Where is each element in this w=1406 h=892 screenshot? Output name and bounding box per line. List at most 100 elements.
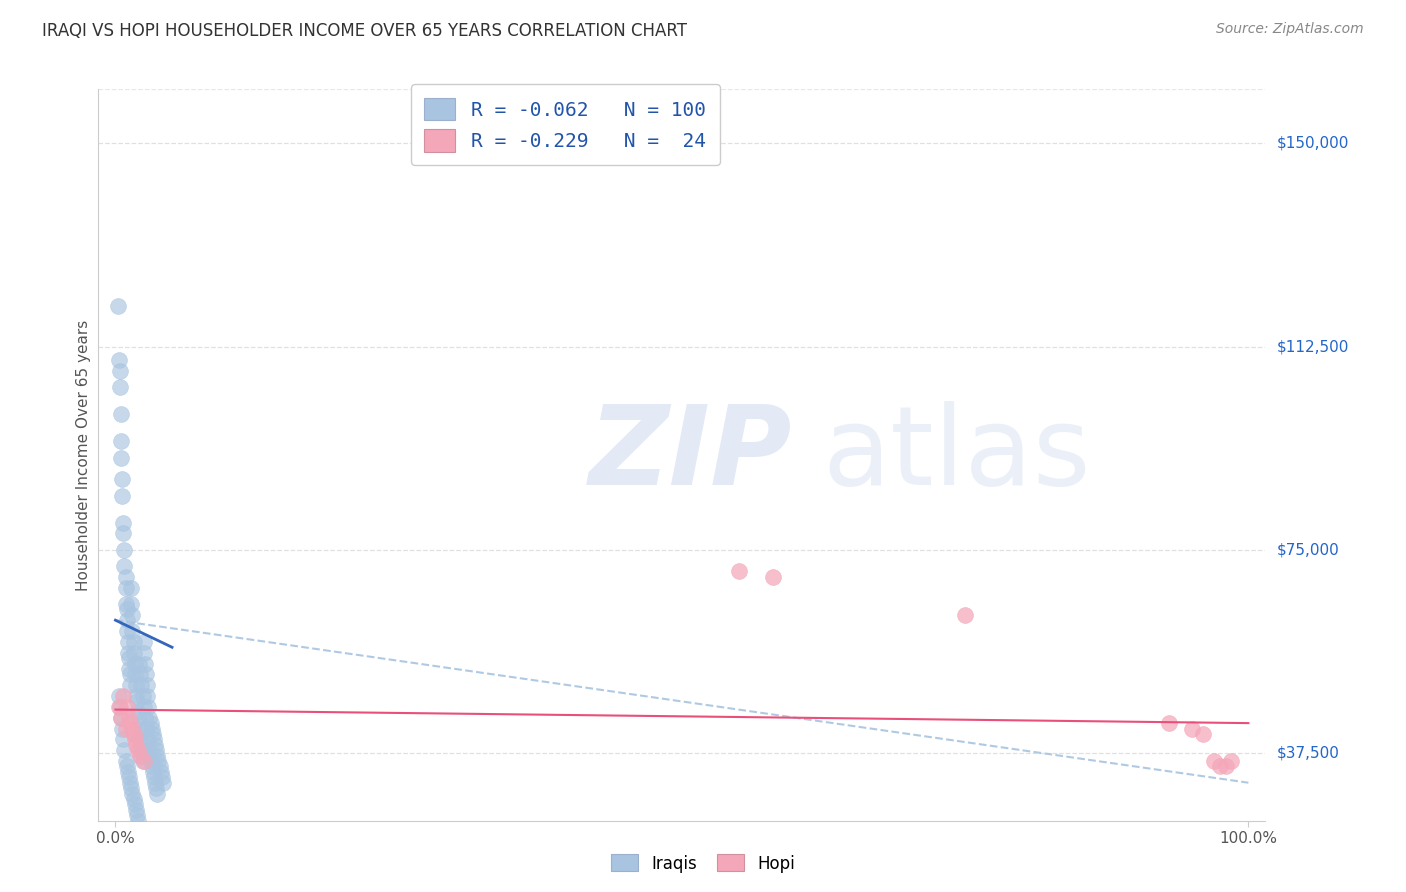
Point [121,722,143,736]
Point [125,678,148,692]
Point [138,748,160,763]
Point [142,770,165,784]
Point [127,814,149,828]
Point [121,624,143,638]
Point [149,759,172,773]
Point [127,711,149,725]
Point [131,678,153,692]
Y-axis label: Householder Income Over 65 years: Householder Income Over 65 years [76,319,91,591]
Point [1181,722,1204,736]
Text: $112,500: $112,500 [1277,339,1348,354]
Point [135,667,157,681]
Point [121,607,143,622]
Point [953,607,976,622]
Point [131,689,153,703]
Point [114,559,136,574]
Point [121,787,143,801]
Point [1209,759,1232,773]
Point [143,775,166,789]
Point [131,748,153,763]
Point [141,759,163,773]
Text: atlas: atlas [823,401,1091,508]
Point [134,711,156,725]
Point [114,570,136,584]
Point [1204,754,1226,768]
Text: IRAQI VS HOPI HOUSEHOLDER INCOME OVER 65 YEARS CORRELATION CHART: IRAQI VS HOPI HOUSEHOLDER INCOME OVER 65… [42,22,688,40]
Text: $150,000: $150,000 [1277,136,1348,151]
Point [111,472,134,486]
Point [125,808,148,822]
Legend: R = -0.062   N = 100, R = -0.229   N =  24: R = -0.062 N = 100, R = -0.229 N = 24 [411,84,720,165]
Point [1215,759,1237,773]
Point [110,711,132,725]
Text: $37,500: $37,500 [1277,746,1340,760]
Point [139,716,162,731]
Point [108,364,131,378]
Point [114,542,136,557]
Point [146,748,169,763]
Point [127,722,149,736]
Point [111,489,134,503]
Point [120,716,142,731]
Point [727,565,749,579]
Text: ZIP: ZIP [589,401,792,508]
Point [110,450,132,465]
Point [132,699,155,714]
Point [112,732,135,747]
Point [112,689,135,703]
Point [139,754,162,768]
Text: Source: ZipAtlas.com: Source: ZipAtlas.com [1216,22,1364,37]
Point [125,738,148,752]
Point [120,597,142,611]
Point [114,597,136,611]
Point [118,711,141,725]
Point [120,667,142,681]
Point [124,667,146,681]
Point [128,727,150,741]
Point [129,667,152,681]
Point [129,748,152,763]
Point [1220,754,1243,768]
Point [125,694,148,708]
Point [107,299,129,313]
Point [122,646,145,660]
Point [129,743,152,757]
Point [128,657,150,671]
Point [141,722,163,736]
Point [124,657,146,671]
Point [127,743,149,757]
Point [131,754,153,768]
Point [108,380,131,394]
Point [150,770,173,784]
Point [145,743,167,757]
Point [125,689,148,703]
Point [122,635,145,649]
Point [129,738,152,752]
Point [152,775,174,789]
Point [118,651,141,665]
Point [108,689,131,703]
Point [122,727,145,741]
Point [110,434,132,449]
Point [136,678,159,692]
Point [135,722,157,736]
Point [136,699,159,714]
Point [115,613,138,627]
Point [149,764,172,779]
Point [124,732,146,747]
Text: $75,000: $75,000 [1277,542,1340,558]
Point [120,678,142,692]
Point [110,407,132,421]
Point [136,743,159,757]
Point [132,646,155,660]
Point [148,754,170,768]
Point [120,581,142,595]
Point [112,526,135,541]
Point [145,781,167,796]
Point [136,689,159,703]
Point [118,770,141,784]
Point [112,516,135,530]
Point [124,797,146,812]
Point [117,635,139,649]
Legend: Iraqis, Hopi: Iraqis, Hopi [605,847,801,880]
